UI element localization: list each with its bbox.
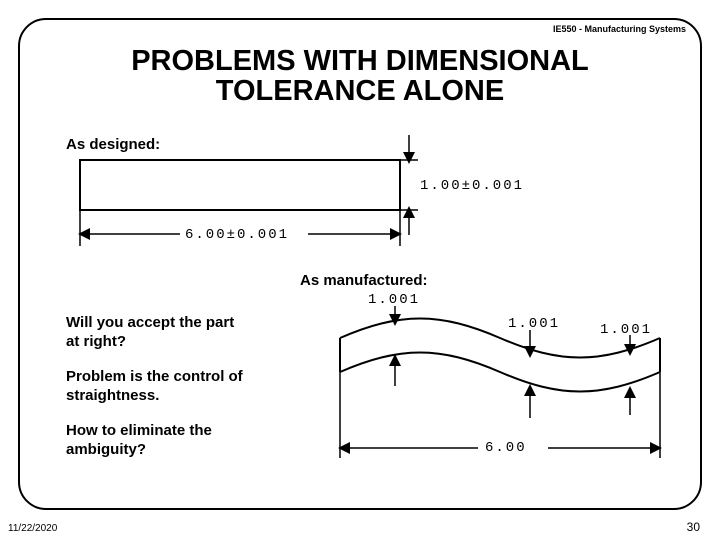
manufactured-top-dim: 1.001 <box>368 292 420 308</box>
slide-root: IE550 - Manufacturing Systems PROBLEMS W… <box>0 0 720 540</box>
designed-height-dim: 1.00±0.001 <box>420 178 524 194</box>
as-designed-label: As designed: <box>66 136 160 153</box>
manufactured-h2-dim: 1.001 <box>600 322 652 338</box>
page-title: PROBLEMS WITH DIMENSIONAL TOLERANCE ALON… <box>0 46 720 107</box>
question-ambiguity: How to eliminate the ambiguity? <box>66 422 212 460</box>
manufactured-h1-dim: 1.001 <box>508 316 560 332</box>
question-straightness: Problem is the control of straightness. <box>66 368 243 406</box>
question-ambiguity-l2: ambiguity? <box>66 441 146 458</box>
as-manufactured-label: As manufactured: <box>300 272 428 289</box>
question-accept: Will you accept the part at right? <box>66 314 234 352</box>
title-line-1: PROBLEMS WITH DIMENSIONAL <box>131 45 589 77</box>
title-line-2: TOLERANCE ALONE <box>216 75 504 107</box>
slide-date: 11/22/2020 <box>8 523 57 534</box>
question-ambiguity-l1: How to eliminate the <box>66 422 212 439</box>
question-accept-l1: Will you accept the part <box>66 314 234 331</box>
course-header: IE550 - Manufacturing Systems <box>553 24 686 34</box>
question-straightness-l2: straightness. <box>66 387 159 404</box>
question-straightness-l1: Problem is the control of <box>66 368 243 385</box>
manufactured-width-dim: 6.00 <box>485 440 527 456</box>
designed-width-dim: 6.00±0.001 <box>185 227 289 243</box>
question-accept-l2: at right? <box>66 333 126 350</box>
page-number: 30 <box>687 520 700 534</box>
